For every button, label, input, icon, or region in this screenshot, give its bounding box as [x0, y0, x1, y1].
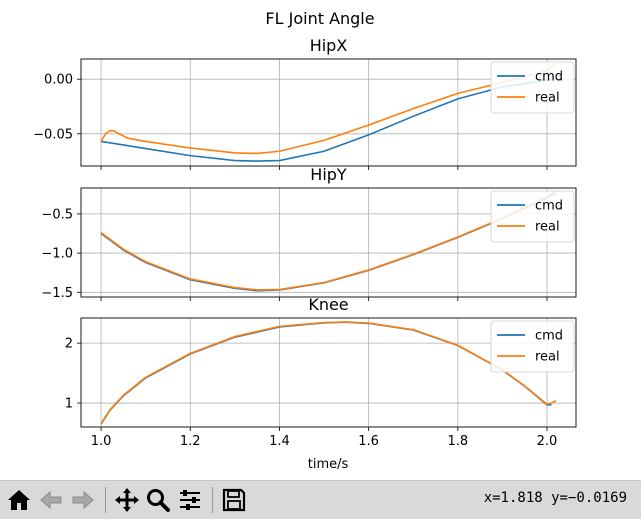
y-tick-label: 1: [65, 397, 73, 412]
x-tick-label: 1.6: [358, 434, 379, 449]
cursor-coordinates: x=1.818 y=−0.0169: [483, 490, 627, 506]
back-arrow-icon: [40, 490, 62, 510]
subplot-hipx: 0.00 −0.05 HipX cmd real: [33, 36, 577, 170]
subplot-hipy: −0.5 −1.0 −1.5 HipY cmd real: [41, 165, 577, 301]
legend: cmd real: [490, 190, 575, 243]
legend-label-cmd: cmd: [535, 70, 563, 85]
y-tick-label: −0.05: [33, 127, 73, 142]
home-icon: [8, 490, 30, 510]
y-tick-label: −1.5: [41, 286, 73, 301]
figure: FL Joint Angle time/s 0.00 −0.05 HipX cmd re…: [33, 9, 577, 472]
chart-svg: FL Joint Angle time/s 0.00 −0.05 HipX cmd re…: [33, 9, 577, 472]
legend-label-real: real: [535, 91, 560, 106]
legend-label-cmd: cmd: [535, 329, 563, 344]
x-tick-label: 1.2: [180, 434, 201, 449]
pan-button[interactable]: [112, 485, 142, 515]
legend: cmd real: [490, 61, 575, 114]
legend-label-real: real: [535, 220, 560, 235]
axes-frame: [80, 317, 577, 428]
zoom-button[interactable]: [143, 485, 173, 515]
y-tick-label: −1.0: [41, 247, 73, 262]
sliders-icon: [180, 490, 200, 510]
home-button[interactable]: [4, 485, 34, 515]
legend-box: [490, 61, 575, 114]
x-tick-label: 1.8: [447, 434, 468, 449]
x-tick-label: 1.4: [269, 434, 290, 449]
subplot-title: HipY: [310, 165, 347, 184]
toolbar-separator: [212, 487, 213, 513]
x-axis-label: time/s: [308, 457, 349, 472]
forward-button[interactable]: [68, 485, 98, 515]
zoom-icon: [147, 489, 170, 512]
subplot-title: Knee: [308, 295, 348, 314]
save-button[interactable]: [219, 485, 249, 515]
toolbar-separator: [105, 487, 106, 513]
subplot-title: HipX: [310, 36, 348, 55]
move-icon: [115, 488, 139, 512]
legend-label-real: real: [535, 350, 560, 365]
axes-frame: [80, 187, 577, 298]
save-icon: [222, 488, 246, 512]
y-tick-label: −0.5: [41, 207, 73, 222]
x-tick-label: 2.0: [537, 434, 558, 449]
back-button[interactable]: [36, 485, 66, 515]
subplot-knee: 1.0 1.2 1.4 1.6 1.8 2.0 2 1 Knee cmd real: [65, 295, 577, 449]
forward-arrow-icon: [72, 490, 94, 510]
toolbar: x=1.818 y=−0.0169: [0, 480, 641, 519]
legend-label-cmd: cmd: [535, 199, 563, 214]
y-tick-label: 0.00: [44, 73, 73, 88]
x-tick-label: 1.0: [91, 434, 112, 449]
series-line-real: [100, 321, 557, 424]
configure-subplots-button[interactable]: [175, 485, 205, 515]
legend: cmd real: [490, 320, 575, 373]
axes-frame: [80, 58, 577, 167]
figure-title: FL Joint Angle: [265, 9, 374, 28]
legend-box: [490, 320, 575, 373]
y-tick-label: 2: [65, 337, 73, 352]
legend-box: [490, 190, 575, 243]
